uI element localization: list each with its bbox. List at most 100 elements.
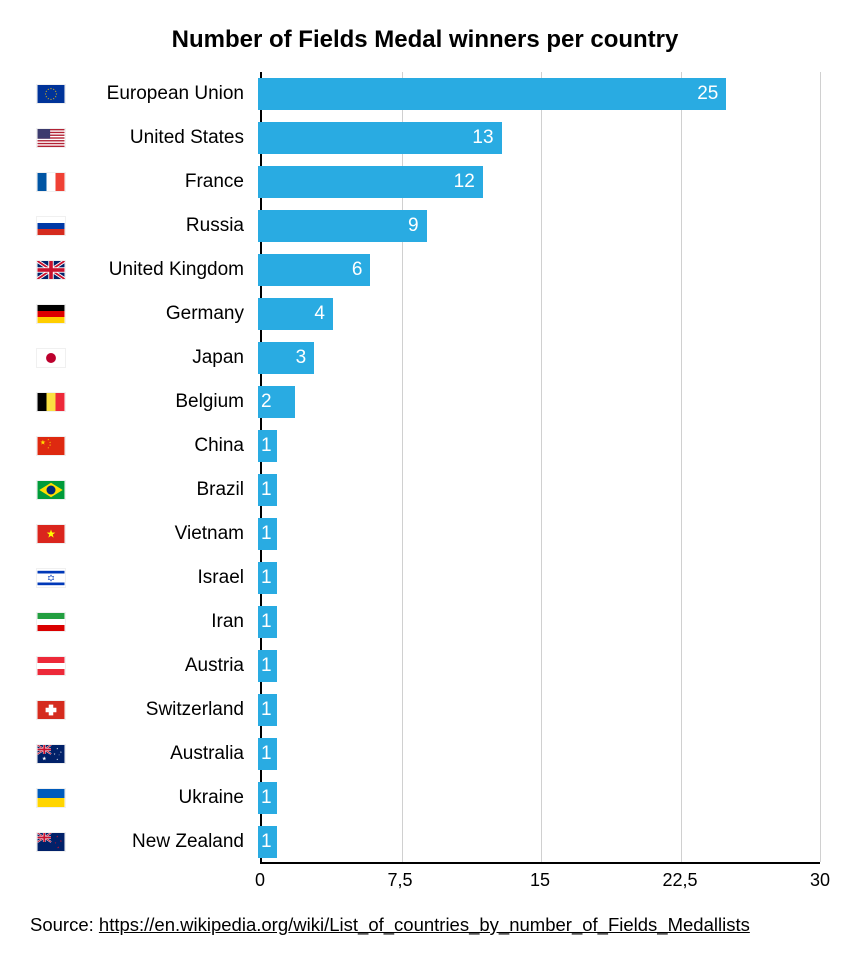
flag-icon (32, 392, 74, 412)
bar-value: 1 (261, 699, 272, 721)
country-label: Ukraine (74, 787, 258, 809)
x-tick-label: 7,5 (387, 870, 412, 891)
bar-track: 1 (258, 556, 820, 600)
bar: 2 (258, 386, 295, 418)
chart-row: Russia9 (32, 204, 820, 248)
chart-row: Vietnam1 (32, 512, 820, 556)
bar-value: 1 (261, 655, 272, 677)
source-prefix: Source: (30, 914, 99, 935)
bar-value: 1 (261, 743, 272, 765)
flag-icon (32, 436, 74, 456)
bar: 1 (258, 518, 277, 550)
chart-row: Japan3 (32, 336, 820, 380)
chart-row: Belgium2 (32, 380, 820, 424)
bar: 9 (258, 210, 427, 242)
bar-track: 1 (258, 644, 820, 688)
chart-row: New Zealand1 (32, 820, 820, 864)
chart-row: Iran1 (32, 600, 820, 644)
country-label: China (74, 435, 258, 457)
bar-track: 1 (258, 688, 820, 732)
country-label: United States (74, 127, 258, 149)
bar-track: 12 (258, 160, 820, 204)
bar: 1 (258, 826, 277, 858)
flag-icon (32, 744, 74, 764)
bar-track: 13 (258, 116, 820, 160)
country-label: France (74, 171, 258, 193)
country-label: New Zealand (74, 831, 258, 853)
flag-icon (32, 832, 74, 852)
bar-track: 1 (258, 512, 820, 556)
flag-icon (32, 480, 74, 500)
bar: 1 (258, 782, 277, 814)
chart-row: China1 (32, 424, 820, 468)
chart-row: France 12 (32, 160, 820, 204)
chart-row: Switzerland1 (32, 688, 820, 732)
bar-track: 25 (258, 72, 820, 116)
x-tick-label: 22,5 (662, 870, 697, 891)
bar-chart: European Union25United States13France12R… (30, 72, 820, 896)
chart-row: Australia1 (32, 732, 820, 776)
flag-icon (32, 656, 74, 676)
source-line: Source: https://en.wikipedia.org/wiki/Li… (30, 914, 820, 936)
country-label: Germany (74, 303, 258, 325)
flag-icon (32, 524, 74, 544)
country-label: Vietnam (74, 523, 258, 545)
chart-row: Austria1 (32, 644, 820, 688)
bar-track: 2 (258, 380, 820, 424)
bar-value: 1 (261, 831, 272, 853)
source-link[interactable]: https://en.wikipedia.org/wiki/List_of_co… (99, 914, 750, 935)
country-label: European Union (74, 83, 258, 105)
bar-value: 25 (697, 83, 718, 105)
country-label: Israel (74, 567, 258, 589)
bar-value: 2 (261, 391, 272, 413)
bar-value: 3 (296, 347, 307, 369)
x-tick-label: 0 (255, 870, 265, 891)
bar-value: 13 (472, 127, 493, 149)
bar: 13 (258, 122, 502, 154)
country-label: Brazil (74, 479, 258, 501)
bar-track: 1 (258, 732, 820, 776)
country-label: United Kingdom (74, 259, 258, 281)
flag-icon (32, 216, 74, 236)
bar-track: 1 (258, 820, 820, 864)
bar-value: 1 (261, 435, 272, 457)
bar-track: 9 (258, 204, 820, 248)
chart-row: Ukraine1 (32, 776, 820, 820)
bar-value: 12 (454, 171, 475, 193)
bar: 1 (258, 430, 277, 462)
bar-track: 1 (258, 776, 820, 820)
flag-icon (32, 128, 74, 148)
bar-value: 4 (314, 303, 325, 325)
flag-icon (32, 260, 74, 280)
bar-track: 4 (258, 292, 820, 336)
bar-track: 1 (258, 424, 820, 468)
chart-title: Number of Fields Medal winners per count… (30, 26, 820, 54)
plot-area: European Union25United States13France12R… (260, 72, 820, 864)
bar-track: 3 (258, 336, 820, 380)
bar-track: 1 (258, 468, 820, 512)
bar-track: 6 (258, 248, 820, 292)
bar: 25 (258, 78, 726, 110)
bar: 3 (258, 342, 314, 374)
chart-row: Brazil1 (32, 468, 820, 512)
bar: 1 (258, 694, 277, 726)
bar: 4 (258, 298, 333, 330)
chart-rows: European Union25United States13France12R… (30, 72, 820, 864)
bar-value: 9 (408, 215, 419, 237)
country-label: Belgium (74, 391, 258, 413)
bar-value: 6 (352, 259, 363, 281)
flag-icon (32, 788, 74, 808)
country-label: Iran (74, 611, 258, 633)
chart-row: Germany 4 (32, 292, 820, 336)
country-label: Switzerland (74, 699, 258, 721)
bar: 6 (258, 254, 370, 286)
chart-row: United States 13 (32, 116, 820, 160)
bar-track: 1 (258, 600, 820, 644)
x-tick-label: 30 (810, 870, 830, 891)
bar: 12 (258, 166, 483, 198)
flag-icon (32, 568, 74, 588)
flag-icon (32, 612, 74, 632)
bar: 1 (258, 562, 277, 594)
chart-row: Israel1 (32, 556, 820, 600)
bar-value: 1 (261, 523, 272, 545)
